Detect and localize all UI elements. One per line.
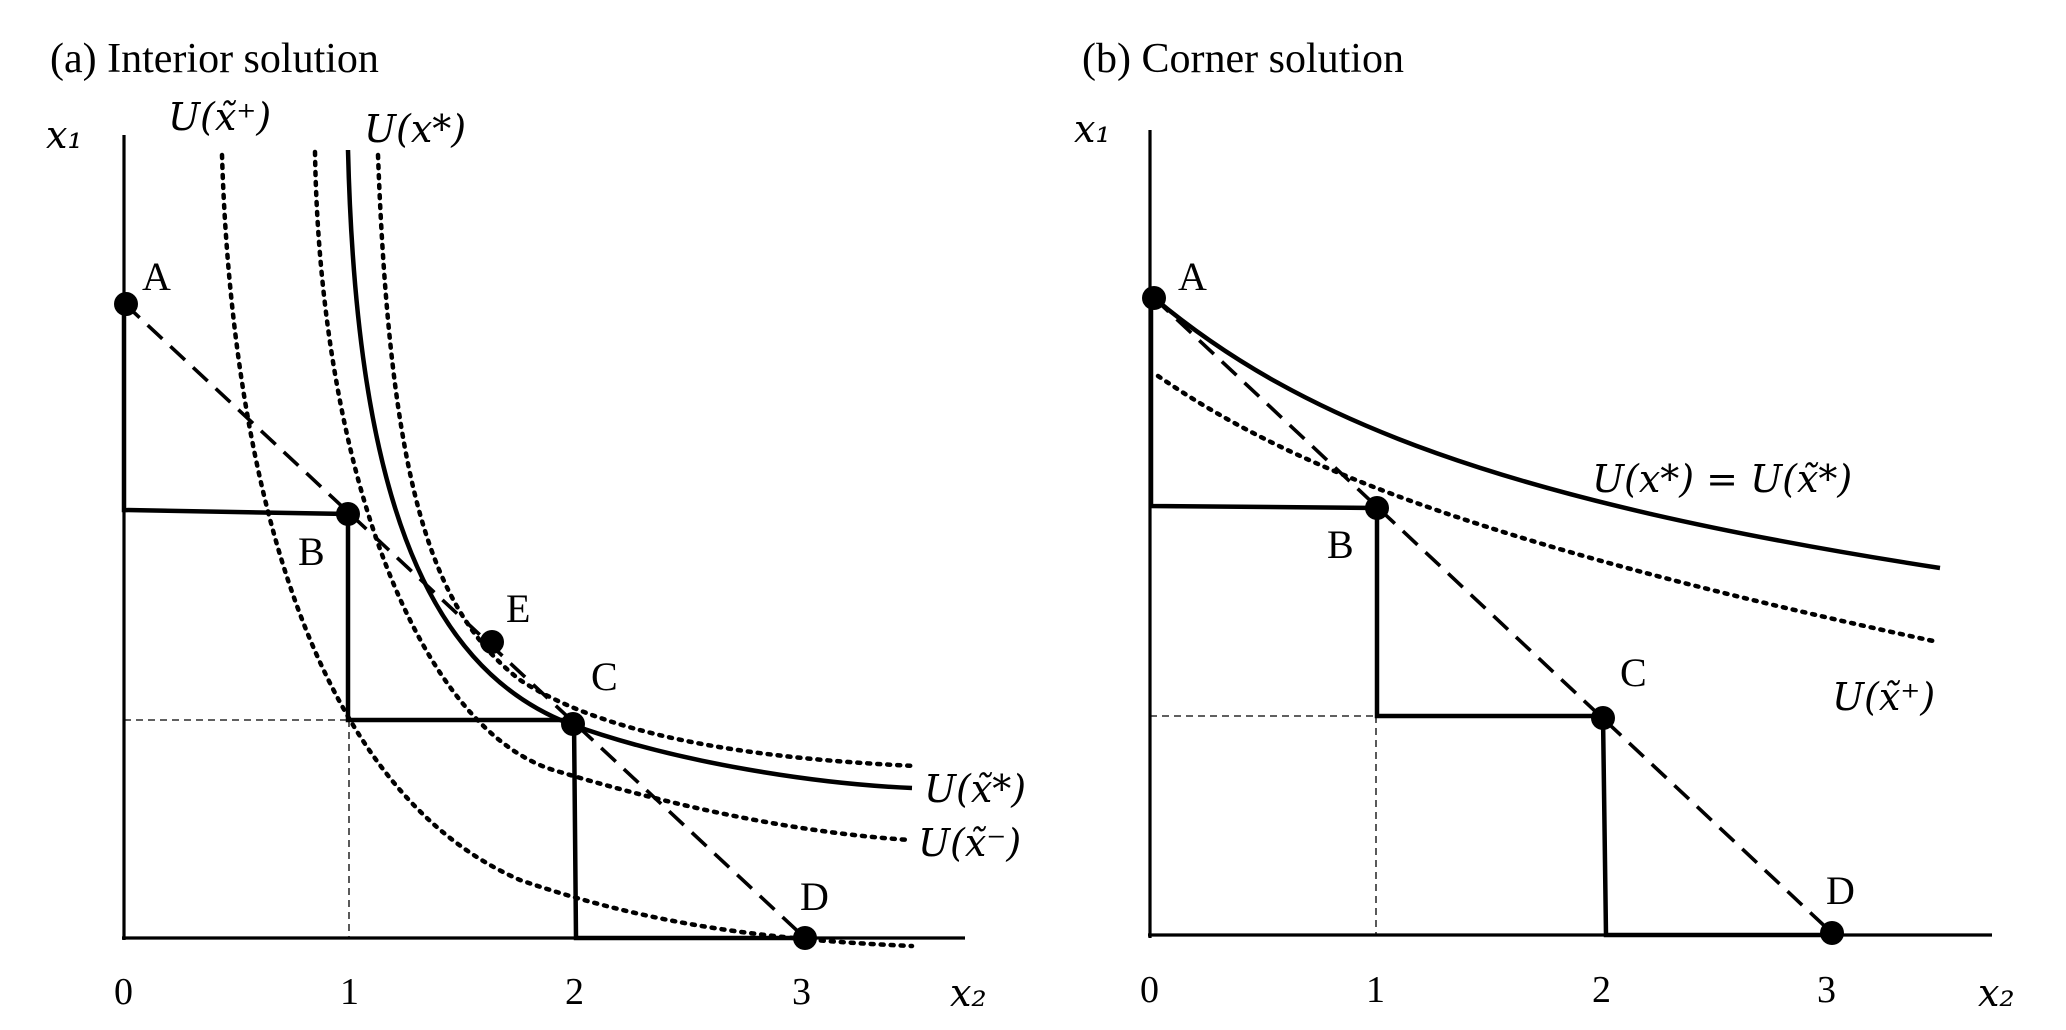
panel-b-label-u-star-equal: U(x*) = U(x̃*) bbox=[1592, 457, 1852, 501]
panel-a: (a) Interior solution x₁ x₂ 0 1 2 3 A B … bbox=[46, 36, 1026, 1015]
panel-b-budget-line bbox=[1152, 296, 1834, 935]
panel-a-x-axis-label: x₂ bbox=[950, 971, 987, 1015]
panel-a-curve-u-star bbox=[375, 152, 918, 769]
panel-a-point-d bbox=[793, 926, 817, 950]
panel-b-label-u-tilde-plus: U(x̃⁺) bbox=[1832, 675, 1935, 719]
panel-b-step-path bbox=[1148, 300, 1834, 938]
panel-a-label-c: C bbox=[591, 654, 618, 699]
panel-b-point-d bbox=[1820, 921, 1844, 945]
panel-b-point-c bbox=[1591, 706, 1615, 730]
panel-a-curve-u-tilde-plus bbox=[219, 152, 915, 949]
panel-b-tick-1: 1 bbox=[1366, 969, 1385, 1011]
panel-b-label-c: C bbox=[1620, 650, 1647, 695]
panel-a-label-e: E bbox=[506, 586, 530, 631]
panel-b-curve-u-star-equal bbox=[1152, 296, 1941, 571]
panel-a-label-b: B bbox=[298, 529, 325, 574]
panel-a-point-b bbox=[336, 502, 360, 526]
panel-b: (b) Corner solution x₁ x₂ 0 1 2 3 A B C … bbox=[1074, 36, 2015, 1015]
panel-a-label-d: D bbox=[800, 874, 829, 919]
panel-a-curve-u-tilde-star bbox=[345, 149, 913, 791]
panel-b-title: (b) Corner solution bbox=[1082, 36, 1404, 82]
panel-a-curve-u-tilde-minus bbox=[312, 149, 913, 843]
panel-a-title: (a) Interior solution bbox=[50, 36, 379, 82]
panel-b-label-b: B bbox=[1327, 522, 1354, 567]
panel-a-label-u-star: U(x*) bbox=[364, 107, 466, 151]
panel-a-tick-2: 2 bbox=[565, 971, 584, 1013]
panel-a-point-c bbox=[561, 712, 585, 736]
panel-a-label-a: A bbox=[142, 254, 171, 299]
panel-a-y-axis-label: x₁ bbox=[46, 113, 83, 157]
panel-a-point-a bbox=[114, 292, 138, 316]
panel-b-tick-0: 0 bbox=[1140, 969, 1159, 1011]
panel-a-label-u-tilde-minus: U(x̃⁻) bbox=[918, 821, 1021, 865]
panel-b-label-d: D bbox=[1826, 868, 1855, 913]
panel-b-y-axis-label: x₁ bbox=[1074, 107, 1111, 151]
panel-a-tick-1: 1 bbox=[340, 971, 359, 1013]
panel-b-label-a: A bbox=[1178, 254, 1207, 299]
panel-b-tick-3: 3 bbox=[1817, 969, 1836, 1011]
panel-b-point-a bbox=[1142, 286, 1166, 310]
panel-a-tick-0: 0 bbox=[114, 971, 133, 1013]
panel-b-x-axis-label: x₂ bbox=[1978, 971, 2015, 1015]
panel-b-tick-2: 2 bbox=[1592, 969, 1611, 1011]
panel-a-tick-3: 3 bbox=[792, 971, 811, 1013]
panel-a-point-e bbox=[480, 630, 504, 654]
panel-a-label-u-tilde-star: U(x̃*) bbox=[924, 767, 1026, 811]
panel-b-point-b bbox=[1365, 496, 1389, 520]
panel-a-label-u-tilde-plus: U(x̃⁺) bbox=[168, 95, 271, 139]
